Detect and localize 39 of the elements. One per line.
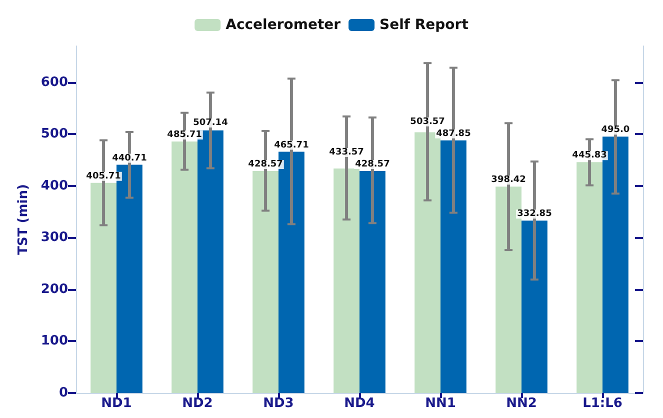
bar (172, 141, 198, 393)
bar (90, 182, 116, 393)
x-tick-label: L1:L6 (582, 396, 622, 411)
x-tick-label: ND4 (344, 396, 375, 411)
data-label: 445.83 (572, 150, 607, 161)
x-tick-label: ND1 (101, 396, 132, 411)
data-label: 398.42 (491, 175, 526, 186)
bar (334, 168, 360, 393)
data-label: 487.85 (436, 128, 471, 139)
y-tick-label: 200 (40, 282, 68, 297)
x-tick-label: NN1 (425, 396, 456, 411)
x-tick-label: ND3 (263, 396, 294, 411)
bar (360, 171, 386, 393)
y-tick-label: 100 (40, 334, 68, 349)
bar (440, 140, 466, 393)
y-tick-label: 0 (58, 386, 68, 400)
data-label: 405.71 (86, 171, 121, 182)
data-label: 465.71 (274, 140, 309, 150)
bar (252, 171, 278, 393)
legend-label: Self Report (380, 17, 469, 33)
bar (522, 220, 548, 393)
data-label: 428.57 (355, 160, 390, 170)
x-tick-label: NN2 (506, 396, 537, 411)
y-tick-label: 500 (40, 126, 68, 142)
x-tick-label: ND2 (182, 396, 213, 411)
legend-label: Accelerometer (226, 17, 341, 33)
data-label: 433.57 (329, 148, 364, 158)
data-label: 428.57 (248, 160, 283, 170)
data-label: 503.57 (410, 116, 445, 127)
data-label: 332.85 (517, 209, 552, 220)
data-label: 495.0 (601, 125, 630, 136)
data-label: 485.71 (167, 130, 202, 140)
y-tick-label: 300 (40, 230, 68, 246)
y-tick-label: 400 (40, 178, 68, 194)
y-axis-title: TST (min) (16, 184, 31, 255)
bar (576, 162, 602, 393)
data-label: 507.14 (193, 118, 228, 128)
y-tick-label: 600 (40, 74, 68, 90)
data-label: 440.71 (112, 153, 147, 164)
